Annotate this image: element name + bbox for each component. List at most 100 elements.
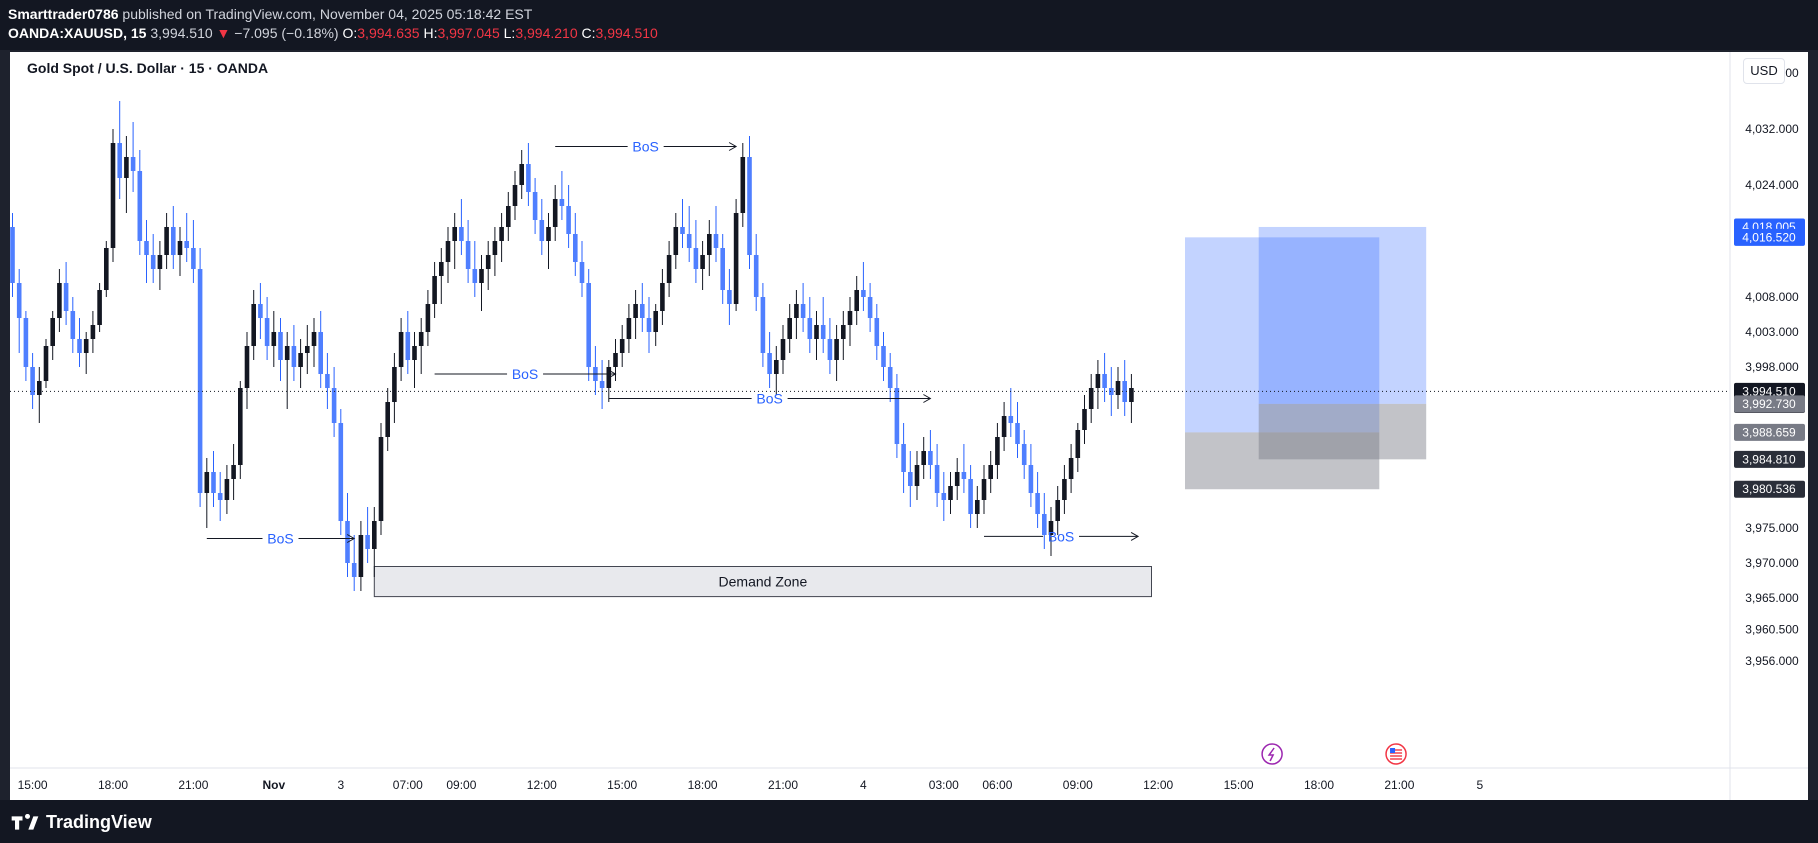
tradingview-brand[interactable]: TradingView	[10, 812, 152, 833]
bos-label: BoS	[1048, 528, 1074, 544]
candle-body	[506, 206, 511, 227]
price-label-badge	[1734, 228, 1805, 246]
candle-body	[908, 472, 913, 486]
candle-body	[807, 318, 813, 339]
candle-body	[954, 472, 960, 486]
author-name[interactable]: Smarttrader0786	[8, 6, 119, 22]
us-flag-event-icon[interactable]	[1385, 743, 1407, 765]
publish-info: Smarttrader0786 published on TradingView…	[8, 6, 532, 22]
candle-body	[251, 304, 256, 346]
candle-body	[800, 304, 806, 318]
candle-body	[774, 360, 779, 374]
time-tick-label: 21:00	[1384, 778, 1414, 792]
candle-body	[780, 339, 786, 360]
candle-body	[445, 241, 451, 262]
position-stop-zone[interactable]	[1185, 432, 1380, 490]
time-tick-label: 12:00	[527, 778, 557, 792]
candle-body	[887, 367, 893, 388]
candle-body	[760, 297, 766, 353]
time-tick-label: 4	[860, 778, 867, 792]
candle-body	[30, 367, 35, 395]
candle-body	[526, 164, 531, 192]
candle-body	[613, 353, 618, 367]
candle-body	[1042, 514, 1047, 535]
candle-body	[16, 283, 22, 318]
candle-body	[941, 493, 947, 500]
candle-body	[700, 255, 705, 269]
candle-body	[244, 346, 250, 388]
candle-body	[633, 304, 638, 318]
candle-body	[673, 227, 679, 255]
candle-body	[640, 304, 645, 318]
candle-body	[720, 248, 725, 290]
price-tick-label: 3,956.000	[1745, 654, 1799, 668]
symbol-info: OANDA:XAUUSD, 15 3,994.510 ▼ −7.095 (−0.…	[8, 25, 658, 41]
candle-body	[291, 346, 297, 367]
candle-body	[841, 325, 846, 339]
candle-body	[847, 311, 853, 325]
candle-body	[499, 227, 504, 241]
candle-body	[264, 318, 270, 346]
currency-button[interactable]: USD	[1743, 58, 1785, 84]
candle-body	[171, 227, 176, 255]
candle-body	[901, 444, 906, 472]
price-tick-label: 4,032.000	[1745, 122, 1799, 136]
candle-body	[753, 255, 759, 297]
symbol: OANDA:XAUUSD, 15	[8, 25, 147, 41]
time-tick-label: 06:00	[982, 778, 1012, 792]
close-label: C:	[581, 25, 596, 41]
candle-body	[988, 465, 993, 479]
time-tick-label: 15:00	[18, 778, 48, 792]
candle-body	[586, 283, 591, 367]
candle-body	[1082, 409, 1087, 430]
position-target-zone[interactable]	[1258, 226, 1427, 404]
candle-body	[961, 472, 967, 479]
candle-body	[439, 262, 444, 276]
candle-body	[934, 465, 940, 493]
position-stop-zone[interactable]	[1258, 403, 1427, 460]
candle-body	[867, 297, 873, 318]
candle-body	[1095, 374, 1101, 388]
chart-title: Gold Spot / U.S. Dollar · 15 · OANDA	[27, 60, 269, 76]
candle-body	[566, 206, 571, 234]
bos-arrow-icon	[728, 142, 738, 151]
lightning-event-icon[interactable]	[1261, 743, 1283, 765]
price-tick-label: 3,970.000	[1745, 556, 1799, 570]
position-target-zone[interactable]	[1185, 237, 1380, 433]
price-label-text: 3,988.659	[1742, 425, 1796, 439]
candle-body	[284, 346, 290, 360]
candle-body	[546, 227, 551, 241]
candle-body	[365, 535, 370, 549]
candle-body	[854, 290, 859, 311]
demand-zone-box[interactable]	[373, 566, 1152, 598]
candle-body	[834, 339, 839, 360]
candle-body	[1129, 388, 1134, 402]
candle-body	[820, 325, 826, 339]
candle-body	[1102, 374, 1107, 388]
candle-body	[1015, 423, 1020, 444]
candle-body	[740, 157, 746, 213]
time-tick-label: 12:00	[1143, 778, 1173, 792]
candle-body	[197, 269, 203, 493]
candle-body	[1028, 465, 1034, 493]
close-value: 3,994.510	[595, 25, 658, 41]
candle-body	[97, 290, 102, 325]
low-value: 3,994.210	[515, 25, 578, 41]
candle-body	[1122, 381, 1127, 402]
candle-body	[552, 199, 558, 227]
price-tick-label: 4,008.000	[1745, 290, 1799, 304]
candle-body	[874, 318, 880, 346]
candle-body	[452, 227, 457, 241]
price-label-badge	[1734, 423, 1805, 441]
time-tick-label: 21:00	[178, 778, 208, 792]
candle-body	[1075, 430, 1081, 458]
candle-body	[398, 332, 404, 367]
candle-body	[472, 269, 478, 283]
candle-body	[338, 423, 344, 521]
candle-body	[1115, 381, 1121, 395]
price-tick-label: 4,024.000	[1745, 178, 1799, 192]
time-tick-label: 18:00	[98, 778, 128, 792]
candle-body	[968, 479, 973, 514]
